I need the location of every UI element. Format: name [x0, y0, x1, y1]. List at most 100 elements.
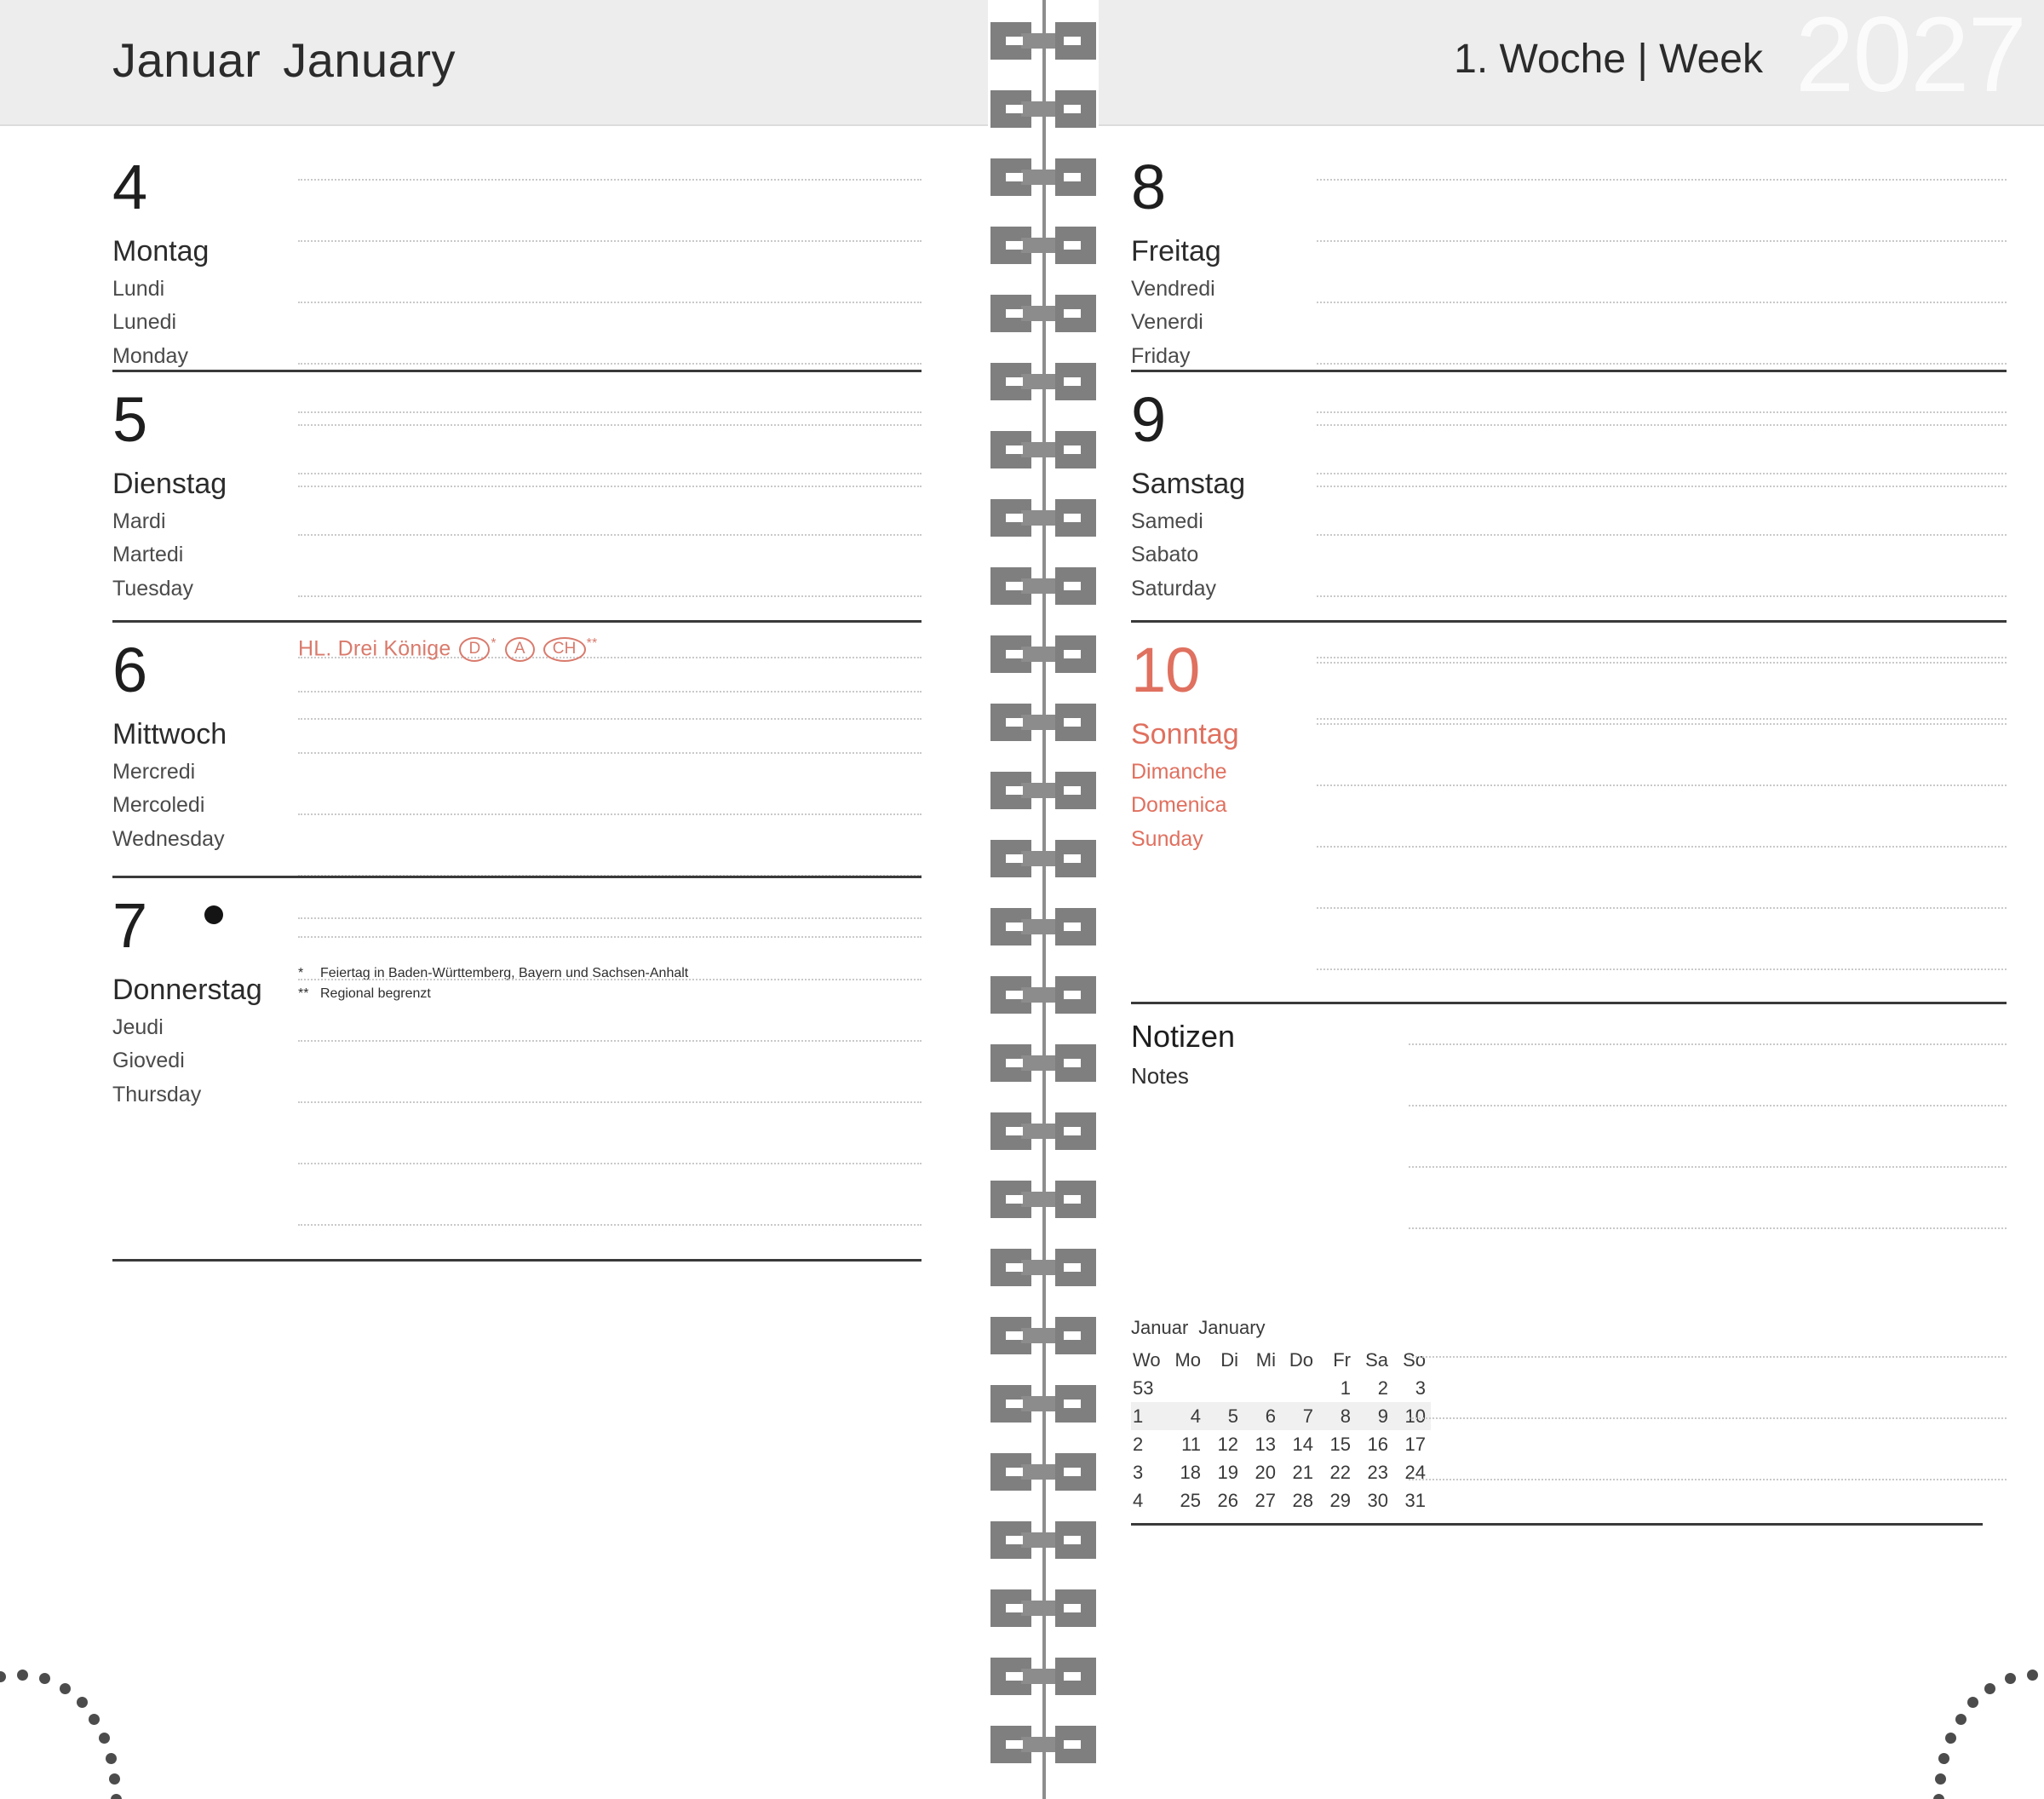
- binding-coil: [990, 1726, 1096, 1763]
- mini-calendar-row[interactable]: 53 1 2 3: [1131, 1374, 1431, 1402]
- day-name-it: Mercoledi: [112, 793, 205, 818]
- day-name-it: Martedi: [112, 543, 184, 567]
- day-block-saturday[interactable]: 9 Samstag Samedi Sabato Saturday: [1131, 370, 2007, 751]
- mini-day-cell[interactable]: 18: [1180, 1461, 1201, 1483]
- mini-day-cell[interactable]: 10: [1393, 1402, 1431, 1430]
- mini-calendar-title: Januar January: [1131, 1317, 1983, 1339]
- binding-coil: [990, 840, 1096, 877]
- mini-day-cell[interactable]: 30: [1367, 1489, 1388, 1511]
- writing-lines-friday[interactable]: [1317, 140, 2007, 521]
- mini-calendar[interactable]: Januar January Wo Mo Di Mi Do Fr Sa So: [1131, 1317, 1983, 1526]
- mini-col-week: Wo: [1133, 1348, 1161, 1371]
- mini-day-cell[interactable]: 21: [1292, 1461, 1313, 1483]
- footnote-text: Regional begrenzt: [320, 986, 431, 1001]
- month-name-de: Januar: [112, 33, 261, 87]
- day-label-column-friday: 8 Freitag Vendredi Venerdi Friday: [1131, 140, 1301, 368]
- day-name-it: Venerdi: [1131, 310, 1203, 335]
- footnote-item: ** Regional begrenzt: [298, 984, 688, 1004]
- left-page-bottom-rule: [112, 1259, 922, 1262]
- mini-day-cell[interactable]: 20: [1255, 1461, 1276, 1483]
- page-title-month: Januar January: [112, 32, 456, 88]
- week-number: 1: [1131, 1402, 1168, 1430]
- day-block-friday[interactable]: 8 Freitag Vendredi Venerdi Friday: [1131, 140, 2007, 521]
- binding-coil: [990, 431, 1096, 468]
- mini-calendar-header-row: Wo Mo Di Mi Do Fr Sa So: [1131, 1346, 1431, 1374]
- mini-day-cell[interactable]: 26: [1217, 1489, 1238, 1511]
- region-badge-d: D: [459, 637, 491, 663]
- day-number: 9: [1131, 384, 1166, 455]
- writing-lines-saturday[interactable]: [1317, 372, 2007, 751]
- mini-day-cell[interactable]: 31: [1404, 1489, 1426, 1511]
- mini-day-cell[interactable]: 19: [1217, 1461, 1238, 1483]
- mini-day-cell[interactable]: 24: [1404, 1461, 1426, 1483]
- mini-day-cell[interactable]: 17: [1404, 1433, 1426, 1455]
- writing-lines-notes-lower[interactable]: [1409, 1317, 2007, 1538]
- day-block-thursday[interactable]: 7 Donnerstag Jeudi Giovedi Thursday: [112, 876, 922, 1259]
- mini-day-cell[interactable]: [1281, 1374, 1318, 1402]
- day-name-en: Wednesday: [112, 826, 225, 851]
- mini-day-cell[interactable]: 22: [1329, 1461, 1351, 1483]
- mini-calendar-row-current[interactable]: 1 4 5 6 7 8 9 10: [1131, 1402, 1431, 1430]
- mini-day-cell[interactable]: 12: [1217, 1433, 1238, 1455]
- mini-day-cell[interactable]: 4: [1168, 1402, 1206, 1430]
- region-badge-ch-sup: **: [586, 636, 598, 651]
- mini-day-cell[interactable]: 3: [1415, 1377, 1426, 1399]
- binding-coil: [990, 1044, 1096, 1082]
- writing-lines-sunday[interactable]: [1317, 623, 2007, 1002]
- day-block-sunday[interactable]: 10 Sonntag Dimanche Domenica Sunday: [1131, 620, 2007, 1002]
- holiday-note-wednesday: HL. Drei Könige D * A CH **: [298, 636, 598, 663]
- day-name-fr: Jeudi: [112, 1014, 164, 1039]
- mini-day-cell[interactable]: 11: [1181, 1433, 1201, 1455]
- mini-day-cell[interactable]: [1206, 1374, 1243, 1402]
- day-number: 7: [112, 890, 147, 961]
- notes-title-en: Notes: [1131, 1062, 1189, 1089]
- mini-day-cell[interactable]: 29: [1329, 1489, 1351, 1511]
- binding-coil: [990, 635, 1096, 673]
- left-page: 4 Montag Lundi Lunedi Monday 5 Dienstag …: [0, 126, 988, 1799]
- day-name-fr: Mercredi: [112, 759, 196, 784]
- mini-day-cell[interactable]: 15: [1329, 1433, 1351, 1455]
- notes-block[interactable]: Notizen Notes: [1131, 1002, 2007, 1291]
- mini-day-cell[interactable]: 23: [1367, 1461, 1388, 1483]
- mini-calendar-row[interactable]: 3 18 19 20 21 22 23 24: [1131, 1458, 1431, 1486]
- mini-day-cell[interactable]: [1243, 1374, 1281, 1402]
- mini-day-cell[interactable]: 25: [1180, 1489, 1201, 1511]
- binding-coil: [990, 772, 1096, 809]
- day-name-it: Domenica: [1131, 793, 1227, 818]
- writing-lines-tuesday[interactable]: [298, 372, 922, 751]
- mini-day-cell[interactable]: 2: [1377, 1377, 1388, 1399]
- mini-day-cell[interactable]: 13: [1255, 1433, 1276, 1455]
- day-block-monday[interactable]: 4 Montag Lundi Lunedi Monday: [112, 140, 922, 521]
- writing-lines-monday[interactable]: [298, 140, 922, 521]
- mini-day-cell[interactable]: 14: [1292, 1433, 1313, 1455]
- day-name-fr: Dimanche: [1131, 759, 1227, 784]
- mini-day-cell[interactable]: 16: [1367, 1433, 1388, 1455]
- mini-day-cell[interactable]: 8: [1318, 1402, 1356, 1430]
- day-name-de: Dienstag: [112, 467, 227, 500]
- day-name-de: Donnerstag: [112, 973, 262, 1006]
- day-name-fr: Mardi: [112, 509, 166, 533]
- mini-day-cell[interactable]: 7: [1281, 1402, 1318, 1430]
- day-block-tuesday[interactable]: 5 Dienstag Mardi Martedi Tuesday: [112, 370, 922, 751]
- week-label: 1. Woche | Week: [1454, 37, 1763, 82]
- mini-calendar-row[interactable]: 2 11 12 13 14 15 16 17: [1131, 1430, 1431, 1458]
- footnote-mark: **: [298, 986, 309, 1001]
- day-name-en: Monday: [112, 343, 188, 368]
- day-label-column-saturday: 9 Samstag Samedi Sabato Saturday: [1131, 372, 1301, 601]
- mini-day-cell[interactable]: 27: [1255, 1489, 1276, 1511]
- mini-day-cell[interactable]: [1168, 1374, 1206, 1402]
- mini-day-cell[interactable]: 9: [1356, 1402, 1393, 1430]
- writing-lines-thursday[interactable]: [298, 878, 922, 1259]
- mini-calendar-table[interactable]: Wo Mo Di Mi Do Fr Sa So 5 3: [1131, 1346, 1431, 1514]
- binding-coil: [990, 1453, 1096, 1491]
- mini-day-cell[interactable]: 28: [1292, 1489, 1313, 1511]
- writing-lines-notes[interactable]: [1409, 1004, 2007, 1291]
- day-name-en: Friday: [1131, 343, 1191, 368]
- mini-calendar-row[interactable]: 4 25 26 27 28 29 30 31: [1131, 1486, 1431, 1514]
- header-band-left: Januar January: [0, 0, 988, 126]
- mini-col-fr: Fr: [1333, 1348, 1351, 1371]
- mini-day-cell[interactable]: 6: [1243, 1402, 1281, 1430]
- mini-day-cell[interactable]: 1: [1340, 1377, 1351, 1399]
- mini-day-cell[interactable]: 5: [1206, 1402, 1243, 1430]
- day-label-column-sunday: 10 Sonntag Dimanche Domenica Sunday: [1131, 623, 1301, 851]
